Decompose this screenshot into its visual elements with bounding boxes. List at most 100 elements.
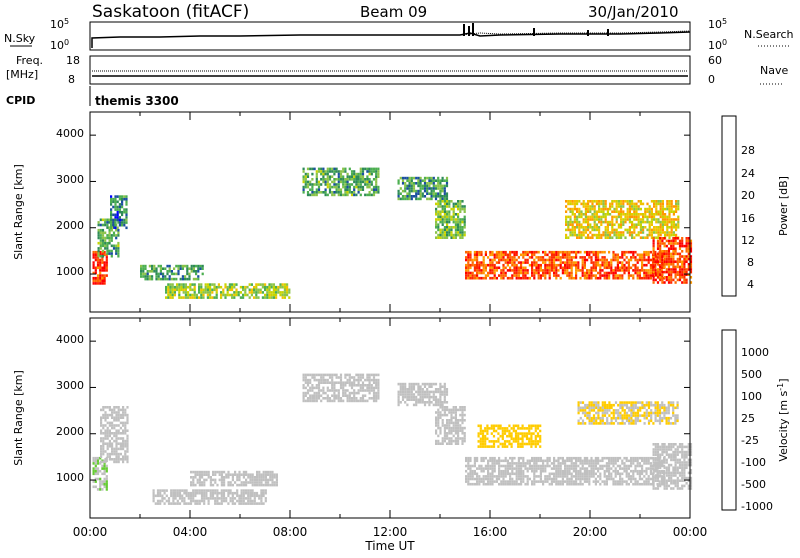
heatmap-cell	[446, 437, 448, 440]
heatmap-cell	[476, 274, 478, 277]
heatmap-cell	[478, 269, 480, 272]
heatmap-cell	[267, 473, 269, 476]
heatmap-cell	[124, 429, 126, 432]
heatmap-cell	[232, 497, 234, 500]
heatmap-cell	[120, 448, 122, 451]
heatmap-cell	[551, 462, 553, 465]
heatmap-cell	[431, 190, 433, 193]
heatmap-cell	[540, 267, 542, 270]
heatmap-cell	[424, 385, 426, 388]
heatmap-cell	[121, 203, 123, 206]
heatmap-cell	[494, 457, 496, 460]
heatmap-cell	[595, 264, 597, 267]
heatmap-cell	[411, 388, 413, 391]
heatmap-cell	[114, 224, 116, 227]
heatmap-cell	[611, 229, 613, 232]
heatmap-cell	[578, 234, 580, 237]
heatmap-cell	[369, 387, 371, 390]
heatmap-cell	[609, 223, 611, 226]
heatmap-cell	[626, 460, 628, 463]
heatmap-cell	[197, 265, 199, 268]
heatmap-cell	[325, 191, 327, 194]
freq-left-label-2: [MHz]	[6, 68, 38, 81]
heatmap-cell	[650, 470, 652, 473]
heatmap-cell	[621, 467, 623, 470]
heatmap-cell	[188, 273, 190, 276]
heatmap-cell	[102, 414, 104, 417]
heatmap-cell	[126, 435, 128, 438]
heatmap-cell	[624, 200, 626, 203]
heatmap-cell	[567, 216, 569, 219]
heatmap-cell	[437, 422, 439, 425]
heatmap-cell	[175, 497, 177, 500]
heatmap-cell	[562, 267, 564, 270]
heatmap-cell	[179, 497, 181, 500]
heatmap-cell	[672, 250, 674, 253]
heatmap-cell	[249, 291, 251, 294]
heatmap-cell	[369, 397, 371, 400]
heatmap-cell	[597, 256, 599, 259]
heatmap-cell	[668, 271, 670, 274]
heatmap-cell	[520, 475, 522, 478]
heatmap-cell	[672, 266, 674, 269]
heatmap-cell	[195, 270, 197, 273]
heatmap-cell	[520, 473, 522, 476]
heatmap-cell	[632, 264, 634, 267]
heatmap-cell	[618, 205, 620, 208]
heatmap-cell	[472, 473, 474, 476]
heatmap-cell	[535, 430, 537, 433]
heatmap-cell	[208, 471, 210, 474]
heatmap-cell	[175, 502, 177, 505]
heatmap-cell	[450, 427, 452, 430]
heatmap-cell	[347, 188, 349, 191]
heatmap-cell	[615, 473, 617, 476]
heatmap-cell	[211, 291, 213, 294]
heatmap-cell	[535, 267, 537, 270]
heatmap-cell	[486, 427, 488, 430]
heatmap-cell	[518, 478, 520, 481]
heatmap-cell	[340, 188, 342, 191]
heatmap-cell	[214, 481, 216, 484]
heatmap-cell	[491, 277, 493, 280]
heatmap-cell	[355, 374, 357, 377]
heatmap-cell	[110, 227, 112, 230]
heatmap-cell	[616, 203, 618, 206]
heatmap-cell	[621, 483, 623, 486]
heatmap-cell	[553, 462, 555, 465]
heatmap-cell	[369, 374, 371, 377]
heatmap-cell	[338, 389, 340, 392]
heatmap-cell	[587, 226, 589, 229]
heatmap-cell	[166, 278, 168, 281]
heatmap-cell	[535, 425, 537, 428]
heatmap-cell	[193, 278, 195, 281]
heatmap-cell	[474, 473, 476, 476]
heatmap-cell	[446, 414, 448, 417]
heatmap-cell	[655, 231, 657, 234]
heatmap-cell	[461, 221, 463, 224]
heatmap-cell	[511, 445, 513, 448]
heatmap-cell	[616, 236, 618, 239]
heatmap-cell	[572, 229, 574, 232]
heatmap-cell	[659, 255, 661, 258]
heatmap-cell	[578, 407, 580, 410]
heatmap-cell	[446, 198, 448, 201]
heatmap-cell	[511, 274, 513, 277]
heatmap-cell	[555, 467, 557, 470]
heatmap-cell	[101, 465, 103, 468]
heatmap-cell	[417, 398, 419, 401]
heatmap-cell	[657, 229, 659, 232]
heatmap-cell	[331, 384, 333, 387]
heatmap-cell	[157, 500, 159, 503]
heatmap-cell	[360, 379, 362, 382]
heatmap-cell	[564, 467, 566, 470]
heatmap-cell	[504, 443, 506, 446]
heatmap-cell	[502, 254, 504, 257]
heatmap-cell	[595, 251, 597, 254]
heatmap-cell	[402, 182, 404, 185]
heatmap-cell	[316, 191, 318, 194]
heatmap-cell	[307, 397, 309, 400]
heatmap-cell	[459, 208, 461, 211]
heatmap-cell	[513, 427, 515, 430]
heatmap-cell	[260, 283, 262, 286]
heatmap-cell	[578, 401, 580, 404]
